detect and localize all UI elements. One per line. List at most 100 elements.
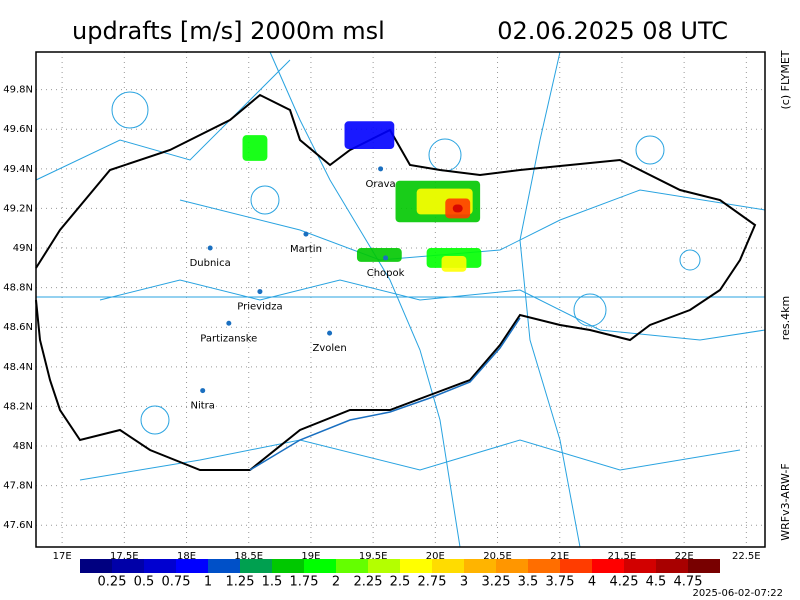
- x-tick-label: 21E: [550, 551, 569, 562]
- colorbar-label: 3.25: [482, 575, 511, 590]
- datetime: 02.06.2025 08 UTC: [497, 17, 728, 45]
- city-marker: [303, 231, 309, 237]
- y-tick-label: 49.2N: [3, 203, 33, 214]
- colorbar-label: 2.25: [354, 575, 383, 590]
- airspace-line: [79, 439, 741, 481]
- map: [36, 52, 765, 547]
- airspace-line: [519, 51, 581, 548]
- x-tick-label: 22.5E: [732, 551, 761, 562]
- colorbar-label: 0.25: [98, 575, 127, 590]
- airspace-circle: [679, 249, 701, 271]
- y-tick-label: 49.4N: [3, 164, 33, 175]
- city-label: Orava: [366, 179, 396, 190]
- airspace-line: [179, 189, 766, 261]
- colorbar-swatch: [592, 559, 624, 573]
- colorbar-label: 0.5: [134, 575, 155, 590]
- city-marker: [226, 320, 232, 326]
- colorbar-label: 3: [460, 575, 468, 590]
- x-tick-label: 18.5E: [234, 551, 263, 562]
- airspace-circle: [635, 135, 665, 165]
- updraft-cell: [356, 248, 402, 262]
- airspace-circle: [111, 91, 149, 129]
- colorbar-label: 0.75: [162, 575, 191, 590]
- city-marker: [378, 166, 384, 172]
- colorbar-swatch: [336, 559, 368, 573]
- y-tick-label: 49N: [13, 243, 33, 254]
- colorbar-swatch: [240, 559, 272, 573]
- colorbar-label: 4.75: [674, 575, 703, 590]
- colorbar-swatch: [176, 559, 208, 573]
- x-tick-label: 21.5E: [608, 551, 637, 562]
- y-tick-label: 48.2N: [3, 401, 33, 412]
- x-tick-label: 20.5E: [483, 551, 512, 562]
- airspace-line: [99, 279, 766, 341]
- colorbar-swatch: [400, 559, 432, 573]
- x-tick-label: 17E: [53, 551, 72, 562]
- model: WRFv3-ARW-F: [779, 463, 792, 541]
- updraft-cell: [344, 121, 395, 150]
- city-label: Zvolen: [313, 343, 347, 354]
- river: [249, 317, 521, 471]
- colorbar-swatch: [208, 559, 240, 573]
- colorbar-swatch: [112, 559, 144, 573]
- city-marker: [327, 330, 333, 336]
- colorbar-swatch: [656, 559, 688, 573]
- city-marker: [383, 255, 389, 261]
- colorbar-swatch: [368, 559, 400, 573]
- colorbar-label: 4.25: [610, 575, 639, 590]
- x-tick-label: 19.5E: [359, 551, 388, 562]
- y-tick-label: 49.6N: [3, 124, 33, 135]
- city-label: Chopok: [367, 268, 405, 279]
- x-tick-label: 20E: [426, 551, 445, 562]
- colorbar-swatch: [304, 559, 336, 573]
- colorbar-swatch: [528, 559, 560, 573]
- colorbar-label: 1.5: [262, 575, 283, 590]
- colorbar-label: 3.75: [546, 575, 575, 590]
- resolution: res.4km: [779, 296, 792, 340]
- colorbar-label: 1.75: [290, 575, 319, 590]
- colorbar-label: 2: [332, 575, 340, 590]
- airspace-circle: [140, 405, 170, 435]
- city-marker: [207, 245, 213, 251]
- colorbar-label: 1: [204, 575, 212, 590]
- colorbar-label: 4.5: [646, 575, 667, 590]
- x-tick-label: 18E: [177, 551, 196, 562]
- x-tick-label: 22E: [675, 551, 694, 562]
- y-tick-label: 48.8N: [3, 283, 33, 294]
- y-tick-label: 48.6N: [3, 322, 33, 333]
- colorbar-label: 4: [588, 575, 596, 590]
- city-label: Martin: [290, 244, 322, 255]
- colorbar-swatch: [80, 559, 112, 573]
- city-label: Partizanske: [200, 333, 257, 344]
- colorbar-swatch: [272, 559, 304, 573]
- airspace-line: [35, 59, 291, 181]
- map-background: [36, 52, 765, 547]
- colorbar-swatch: [560, 559, 592, 573]
- colorbar-swatch: [432, 559, 464, 573]
- colorbar-swatch: [624, 559, 656, 573]
- colorbar-swatch: [144, 559, 176, 573]
- timestamp: 2025-06-02-07:22: [692, 588, 783, 599]
- city-marker: [200, 388, 206, 394]
- title: updrafts [m/s] 2000m msl: [72, 17, 385, 45]
- colorbar-label: 2.5: [390, 575, 411, 590]
- city-label: Nitra: [190, 401, 214, 412]
- updraft-cell: [441, 255, 467, 272]
- y-tick-label: 47.8N: [3, 481, 33, 492]
- airspace-circle: [573, 293, 607, 327]
- colorbar-label: 1.25: [226, 575, 255, 590]
- city-label: Dubnica: [190, 258, 231, 269]
- updraft-cell: [242, 135, 268, 161]
- country-border: [35, 93, 757, 471]
- copyright: (c) FLYMET: [779, 50, 792, 109]
- y-tick-label: 48N: [13, 441, 33, 452]
- colorbar-swatch: [688, 559, 720, 573]
- y-tick-label: 48.4N: [3, 362, 33, 373]
- city-marker: [257, 289, 263, 295]
- x-tick-label: 17.5E: [110, 551, 139, 562]
- y-tick-label: 47.6N: [3, 520, 33, 531]
- updraft-cell: [452, 204, 463, 213]
- city-label: Prievidza: [237, 302, 282, 313]
- colorbar-swatch: [464, 559, 496, 573]
